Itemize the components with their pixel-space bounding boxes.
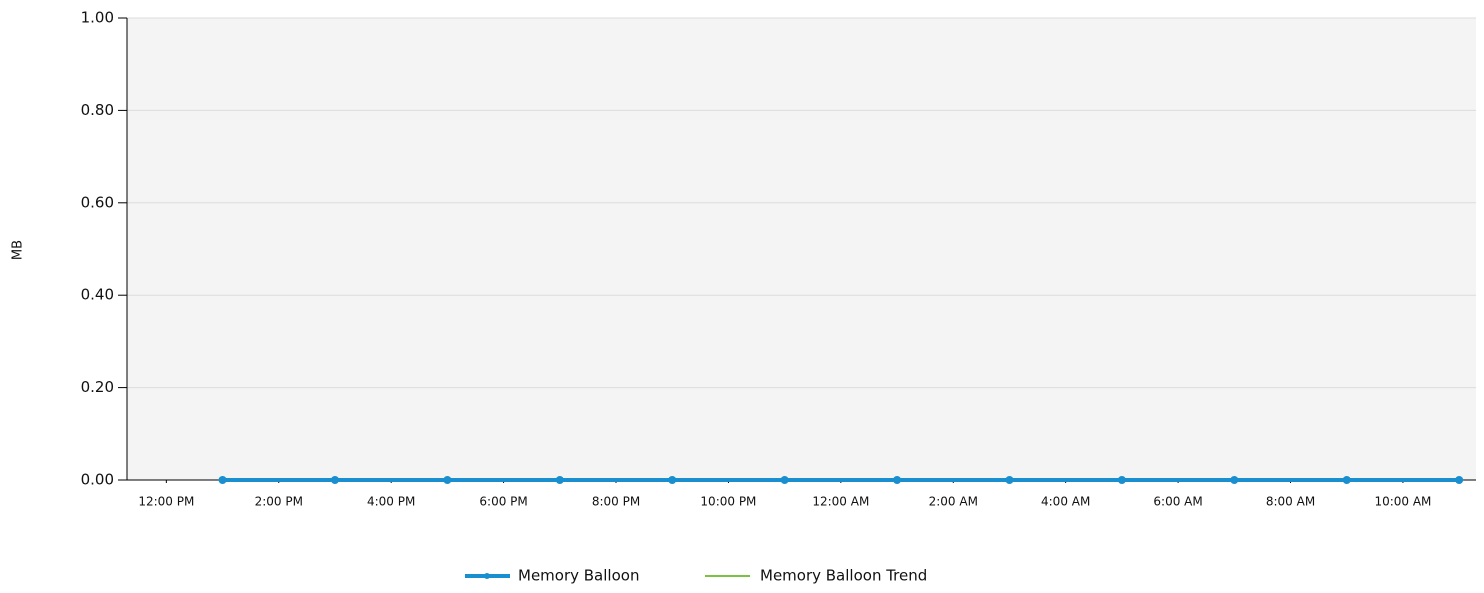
data-point	[1117, 476, 1126, 484]
legend-label: Memory Balloon	[518, 567, 639, 585]
data-point	[893, 476, 902, 484]
x-tick-label: 2:00 AM	[929, 495, 978, 509]
data-point	[330, 476, 339, 484]
data-point	[780, 476, 789, 484]
x-tick-label: 8:00 PM	[592, 495, 640, 509]
x-tick-label: 4:00 AM	[1041, 495, 1090, 509]
y-tick-label: 0.60	[81, 193, 114, 211]
x-tick-label: 12:00 PM	[138, 495, 194, 509]
data-point	[1230, 476, 1239, 484]
y-tick-label: 0.40	[81, 286, 114, 304]
plot-area	[127, 18, 1476, 480]
y-tick-label: 0.00	[81, 471, 114, 489]
data-point	[668, 476, 677, 484]
data-point	[1005, 476, 1014, 484]
data-point	[218, 476, 227, 484]
data-point	[555, 476, 564, 484]
data-point	[1455, 476, 1464, 484]
x-tick-label: 6:00 PM	[479, 495, 527, 509]
x-tick-label: 10:00 AM	[1374, 495, 1431, 509]
x-tick-label: 10:00 PM	[700, 495, 756, 509]
legend-label: Memory Balloon Trend	[760, 567, 927, 585]
x-tick-label: 6:00 AM	[1153, 495, 1202, 509]
y-tick-label: 1.00	[81, 9, 114, 27]
data-point	[1342, 476, 1351, 484]
x-tick-label: 8:00 AM	[1266, 495, 1315, 509]
data-point	[443, 476, 452, 484]
legend-marker	[484, 573, 490, 579]
y-tick-label: 0.20	[81, 378, 114, 396]
x-tick-label: 12:00 AM	[812, 495, 869, 509]
y-axis-label: MB	[11, 240, 26, 260]
y-tick-label: 0.80	[81, 101, 114, 119]
x-tick-label: 2:00 PM	[255, 495, 303, 509]
x-tick-label: 4:00 PM	[367, 495, 415, 509]
